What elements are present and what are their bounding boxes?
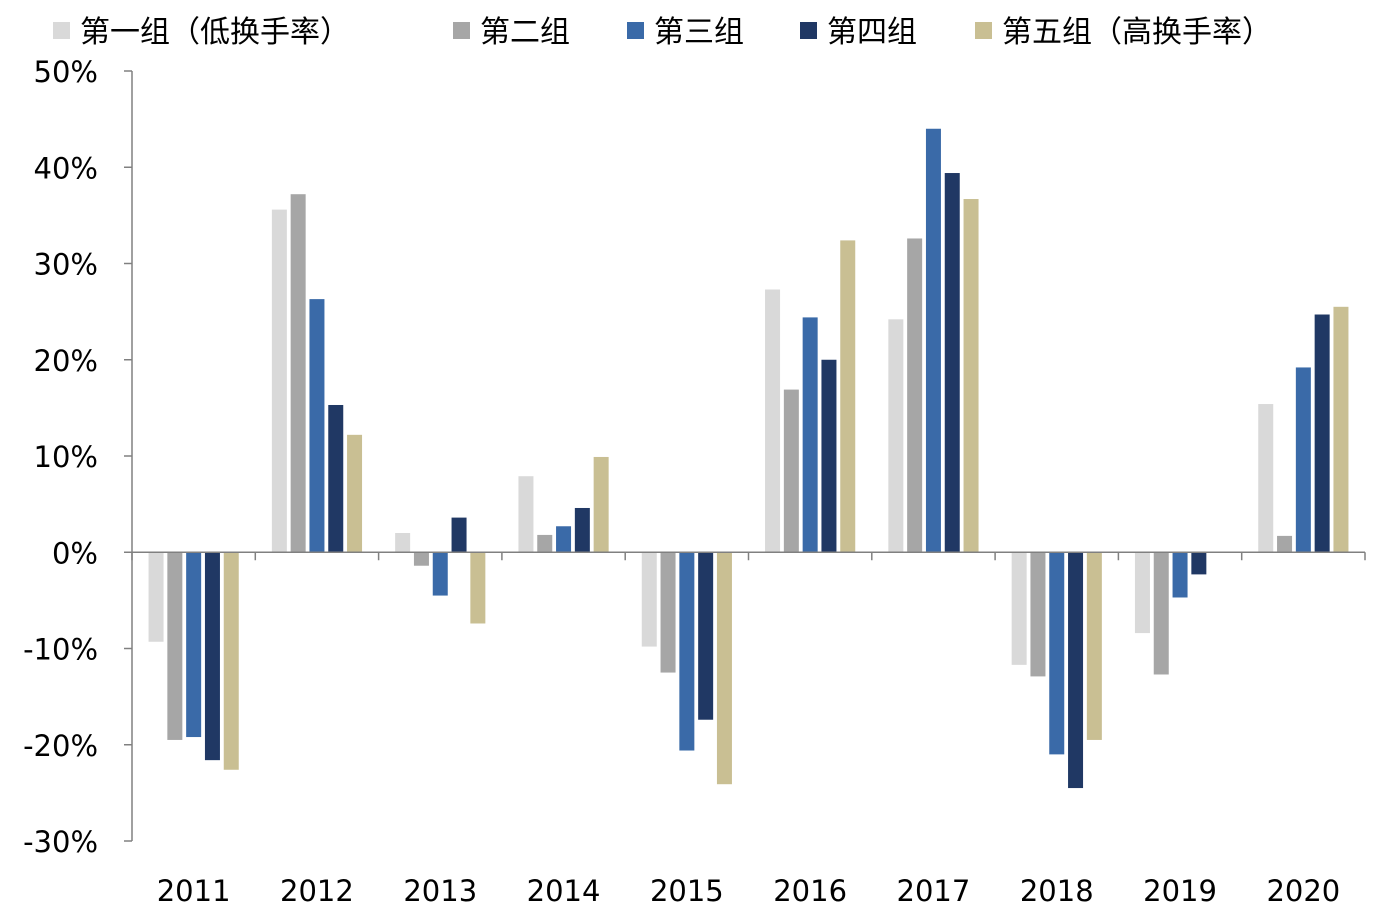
bar-2017-series-1 [888, 319, 904, 553]
x-tick-label: 2019 [1143, 874, 1217, 908]
bar-2016-series-4 [821, 359, 837, 553]
x-tick-label: 2020 [1266, 874, 1340, 908]
bars [148, 128, 1349, 789]
y-tick-label: 10% [34, 440, 98, 474]
bar-2020-series-5 [1333, 306, 1349, 553]
bar-2013-series-3 [432, 552, 448, 596]
y-tick-label: 30% [34, 248, 98, 282]
bar-2013-series-5 [470, 552, 486, 624]
x-tick-label: 2016 [773, 874, 847, 908]
bar-2011-series-1 [148, 552, 164, 642]
bar-2016-series-2 [783, 389, 799, 553]
x-tick-label: 2017 [897, 874, 971, 908]
bar-2015-series-4 [698, 552, 714, 720]
legend-label-2: 第二组 [480, 15, 570, 50]
y-tick-label: 0% [52, 536, 98, 570]
bar-2015-series-1 [641, 552, 657, 647]
bar-2011-series-3 [186, 552, 202, 738]
bar-2011-series-5 [223, 552, 239, 770]
y-tick-label: -10% [23, 633, 98, 667]
bar-2016-series-1 [765, 289, 781, 553]
x-tick-label: 2012 [280, 874, 354, 908]
legend-swatch-4 [800, 22, 817, 39]
bar-2013-series-1 [395, 533, 411, 553]
bar-2018-series-5 [1086, 552, 1102, 740]
y-tick-label: -20% [23, 729, 98, 763]
bar-2013-series-4 [451, 517, 467, 553]
bar-2016-series-3 [802, 317, 818, 553]
bar-2011-series-2 [167, 552, 183, 740]
x-tick-label: 2013 [403, 874, 477, 908]
bar-2014-series-1 [518, 476, 534, 553]
bar-2014-series-5 [593, 456, 609, 553]
bar-2017-series-5 [963, 199, 979, 553]
bar-2012-series-2 [290, 194, 306, 553]
x-tick-label: 2018 [1020, 874, 1094, 908]
bar-2011-series-4 [204, 552, 220, 761]
bar-2013-series-2 [413, 552, 429, 566]
bar-2020-series-3 [1295, 367, 1311, 553]
legend-swatch-5 [975, 22, 992, 39]
bar-2017-series-3 [925, 128, 941, 553]
x-axis: 2011 2012 2013 2014 2015 2016 2017 2018 2019 2020 [131, 551, 1366, 908]
bar-2014-series-3 [556, 526, 572, 553]
bar-2018-series-1 [1011, 552, 1027, 665]
bar-2018-series-4 [1068, 552, 1084, 789]
bar-2017-series-4 [944, 173, 960, 553]
bar-2015-series-3 [679, 552, 695, 751]
bar-2019-series-3 [1172, 552, 1188, 598]
y-tick-label: 20% [34, 344, 98, 378]
bar-2020-series-1 [1258, 404, 1274, 553]
x-tick-label: 2015 [650, 874, 724, 908]
legend-label-5: 第五组（高换手率） [1002, 15, 1272, 50]
bar-2015-series-5 [716, 552, 732, 785]
y-tick-label: 50% [34, 55, 98, 89]
bar-2019-series-1 [1134, 552, 1150, 634]
legend-label-1: 第一组（低换手率） [80, 15, 350, 50]
bar-2018-series-3 [1049, 552, 1065, 755]
legend-swatch-3 [627, 22, 644, 39]
legend-label-4: 第四组 [827, 15, 917, 50]
y-axis: 50% 40% 30% 20% 10% 0% -10% -20% -30% [23, 55, 133, 859]
bar-2014-series-4 [574, 507, 590, 553]
bar-2020-series-2 [1277, 535, 1293, 553]
bar-2015-series-2 [660, 552, 676, 673]
bar-2012-series-5 [347, 434, 363, 553]
bar-2017-series-2 [907, 238, 923, 553]
legend: 第一组（低换手率） 第二组 第三组 第四组 第五组（高换手率） [53, 15, 1272, 50]
bar-2020-series-4 [1314, 314, 1330, 553]
legend-swatch-2 [453, 22, 470, 39]
y-tick-label: 40% [34, 151, 98, 185]
bar-2012-series-4 [328, 404, 344, 553]
bar-2019-series-4 [1191, 552, 1207, 575]
x-tick-label: 2014 [527, 874, 601, 908]
bar-2019-series-2 [1153, 552, 1169, 675]
bar-2012-series-3 [309, 299, 325, 553]
legend-swatch-1 [53, 22, 70, 39]
x-tick-label: 2011 [157, 874, 231, 908]
legend-label-3: 第三组 [654, 15, 744, 50]
bar-2018-series-2 [1030, 552, 1046, 677]
y-tick-label: -30% [23, 825, 98, 859]
bar-2014-series-2 [537, 534, 553, 553]
bar-2012-series-1 [271, 209, 287, 553]
bar-2016-series-5 [840, 240, 856, 553]
